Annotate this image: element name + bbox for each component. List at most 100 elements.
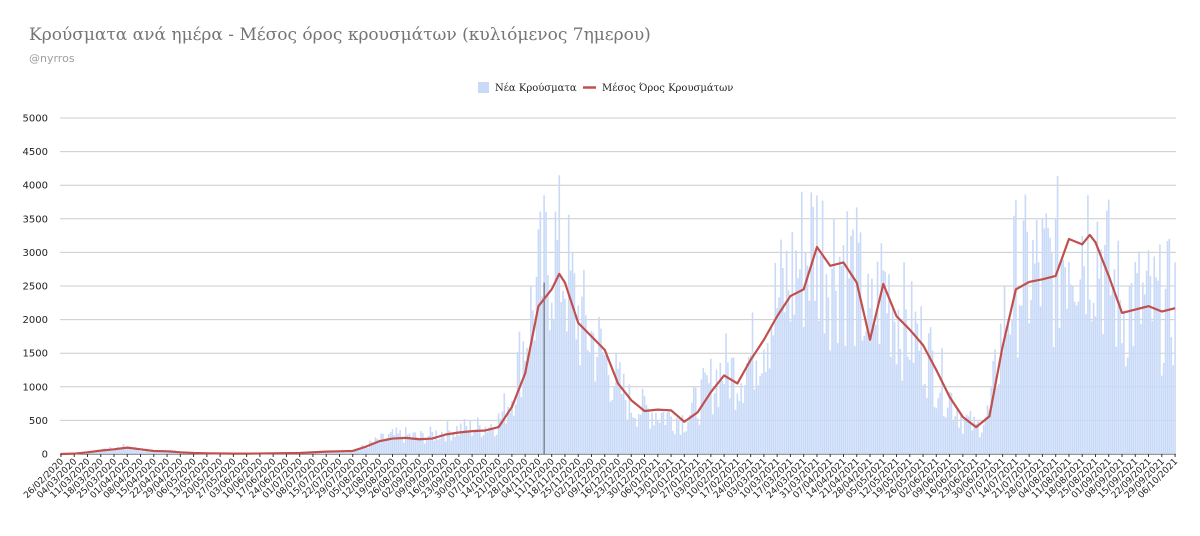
bar: [463, 419, 466, 454]
bar: [963, 417, 966, 454]
bar: [469, 420, 472, 454]
bar: [1007, 321, 1010, 454]
bar: [1088, 299, 1091, 454]
bar: [594, 381, 597, 454]
bar: [785, 250, 788, 454]
bar: [855, 207, 858, 454]
bar: [437, 439, 439, 454]
bar: [524, 360, 526, 454]
bar: [1005, 334, 1008, 454]
bar: [1022, 220, 1025, 454]
bar: [556, 240, 559, 454]
bar: [808, 300, 811, 454]
bar: [791, 231, 794, 454]
bar: [1079, 279, 1082, 454]
bar: [550, 302, 553, 454]
bar: [317, 452, 320, 454]
bar: [965, 414, 968, 454]
bar: [340, 452, 343, 454]
bar: [149, 451, 151, 454]
bar: [1049, 237, 1051, 454]
bar: [478, 425, 481, 454]
bar: [1132, 346, 1135, 454]
bar: [414, 432, 417, 454]
bar: [1011, 319, 1013, 454]
bar: [1016, 357, 1019, 454]
bar: [410, 438, 413, 454]
bar: [325, 452, 328, 454]
bar: [1128, 286, 1131, 454]
bar: [139, 451, 142, 454]
bar: [946, 407, 949, 454]
bar: [903, 262, 905, 454]
bar: [406, 434, 409, 454]
bar: [679, 434, 682, 454]
bar: [516, 352, 519, 454]
bar: [611, 400, 614, 454]
bar: [711, 414, 714, 454]
bar: [747, 357, 750, 454]
bar: [509, 412, 511, 454]
bar: [829, 350, 832, 454]
bar: [622, 373, 625, 454]
bar: [702, 367, 705, 454]
bar: [645, 405, 648, 454]
bar: [764, 372, 767, 454]
bar: [484, 426, 487, 454]
bar: [361, 444, 364, 454]
bar: [1121, 343, 1123, 454]
bar: [152, 452, 155, 454]
bar: [1051, 252, 1053, 454]
bar: [473, 431, 475, 454]
bar: [1090, 321, 1093, 454]
bar: [92, 452, 94, 454]
bar: [662, 411, 665, 454]
bar: [683, 432, 686, 454]
bar: [99, 451, 102, 454]
bar: [1041, 219, 1044, 454]
bar: [1134, 261, 1137, 454]
bar: [674, 434, 676, 454]
bar: [1026, 231, 1029, 454]
bar: [395, 427, 398, 454]
y-tick-label: 2000: [23, 315, 48, 326]
bar: [116, 446, 119, 454]
bar: [689, 414, 691, 454]
bar: [774, 263, 777, 454]
bar: [816, 195, 818, 454]
bar: [696, 418, 699, 454]
bar: [372, 442, 375, 454]
bar: [592, 332, 595, 454]
bar: [950, 393, 953, 454]
bar: [833, 218, 835, 454]
bar: [408, 433, 411, 454]
bar: [677, 419, 680, 454]
bar: [1092, 302, 1095, 454]
bar: [566, 331, 568, 454]
bar: [649, 428, 652, 454]
bar: [715, 369, 718, 454]
bar: [675, 418, 678, 454]
bar: [984, 416, 987, 454]
bar: [639, 414, 642, 454]
bar: [444, 441, 447, 454]
bar: [545, 212, 547, 454]
bar: [528, 355, 530, 454]
bar: [935, 408, 938, 454]
bar: [1102, 334, 1104, 454]
bar: [458, 435, 460, 454]
bar: [431, 431, 434, 454]
bar: [389, 432, 392, 454]
bar: [895, 364, 898, 454]
bar: [772, 335, 775, 454]
bar: [899, 348, 902, 454]
bar: [636, 426, 638, 454]
bar: [1077, 301, 1080, 454]
bar: [802, 326, 805, 454]
bar: [609, 401, 612, 454]
chart-subtitle: @nyrros: [29, 52, 75, 65]
bar: [1149, 276, 1152, 454]
bar: [979, 437, 981, 454]
bar: [1060, 258, 1063, 454]
bar: [914, 311, 917, 454]
